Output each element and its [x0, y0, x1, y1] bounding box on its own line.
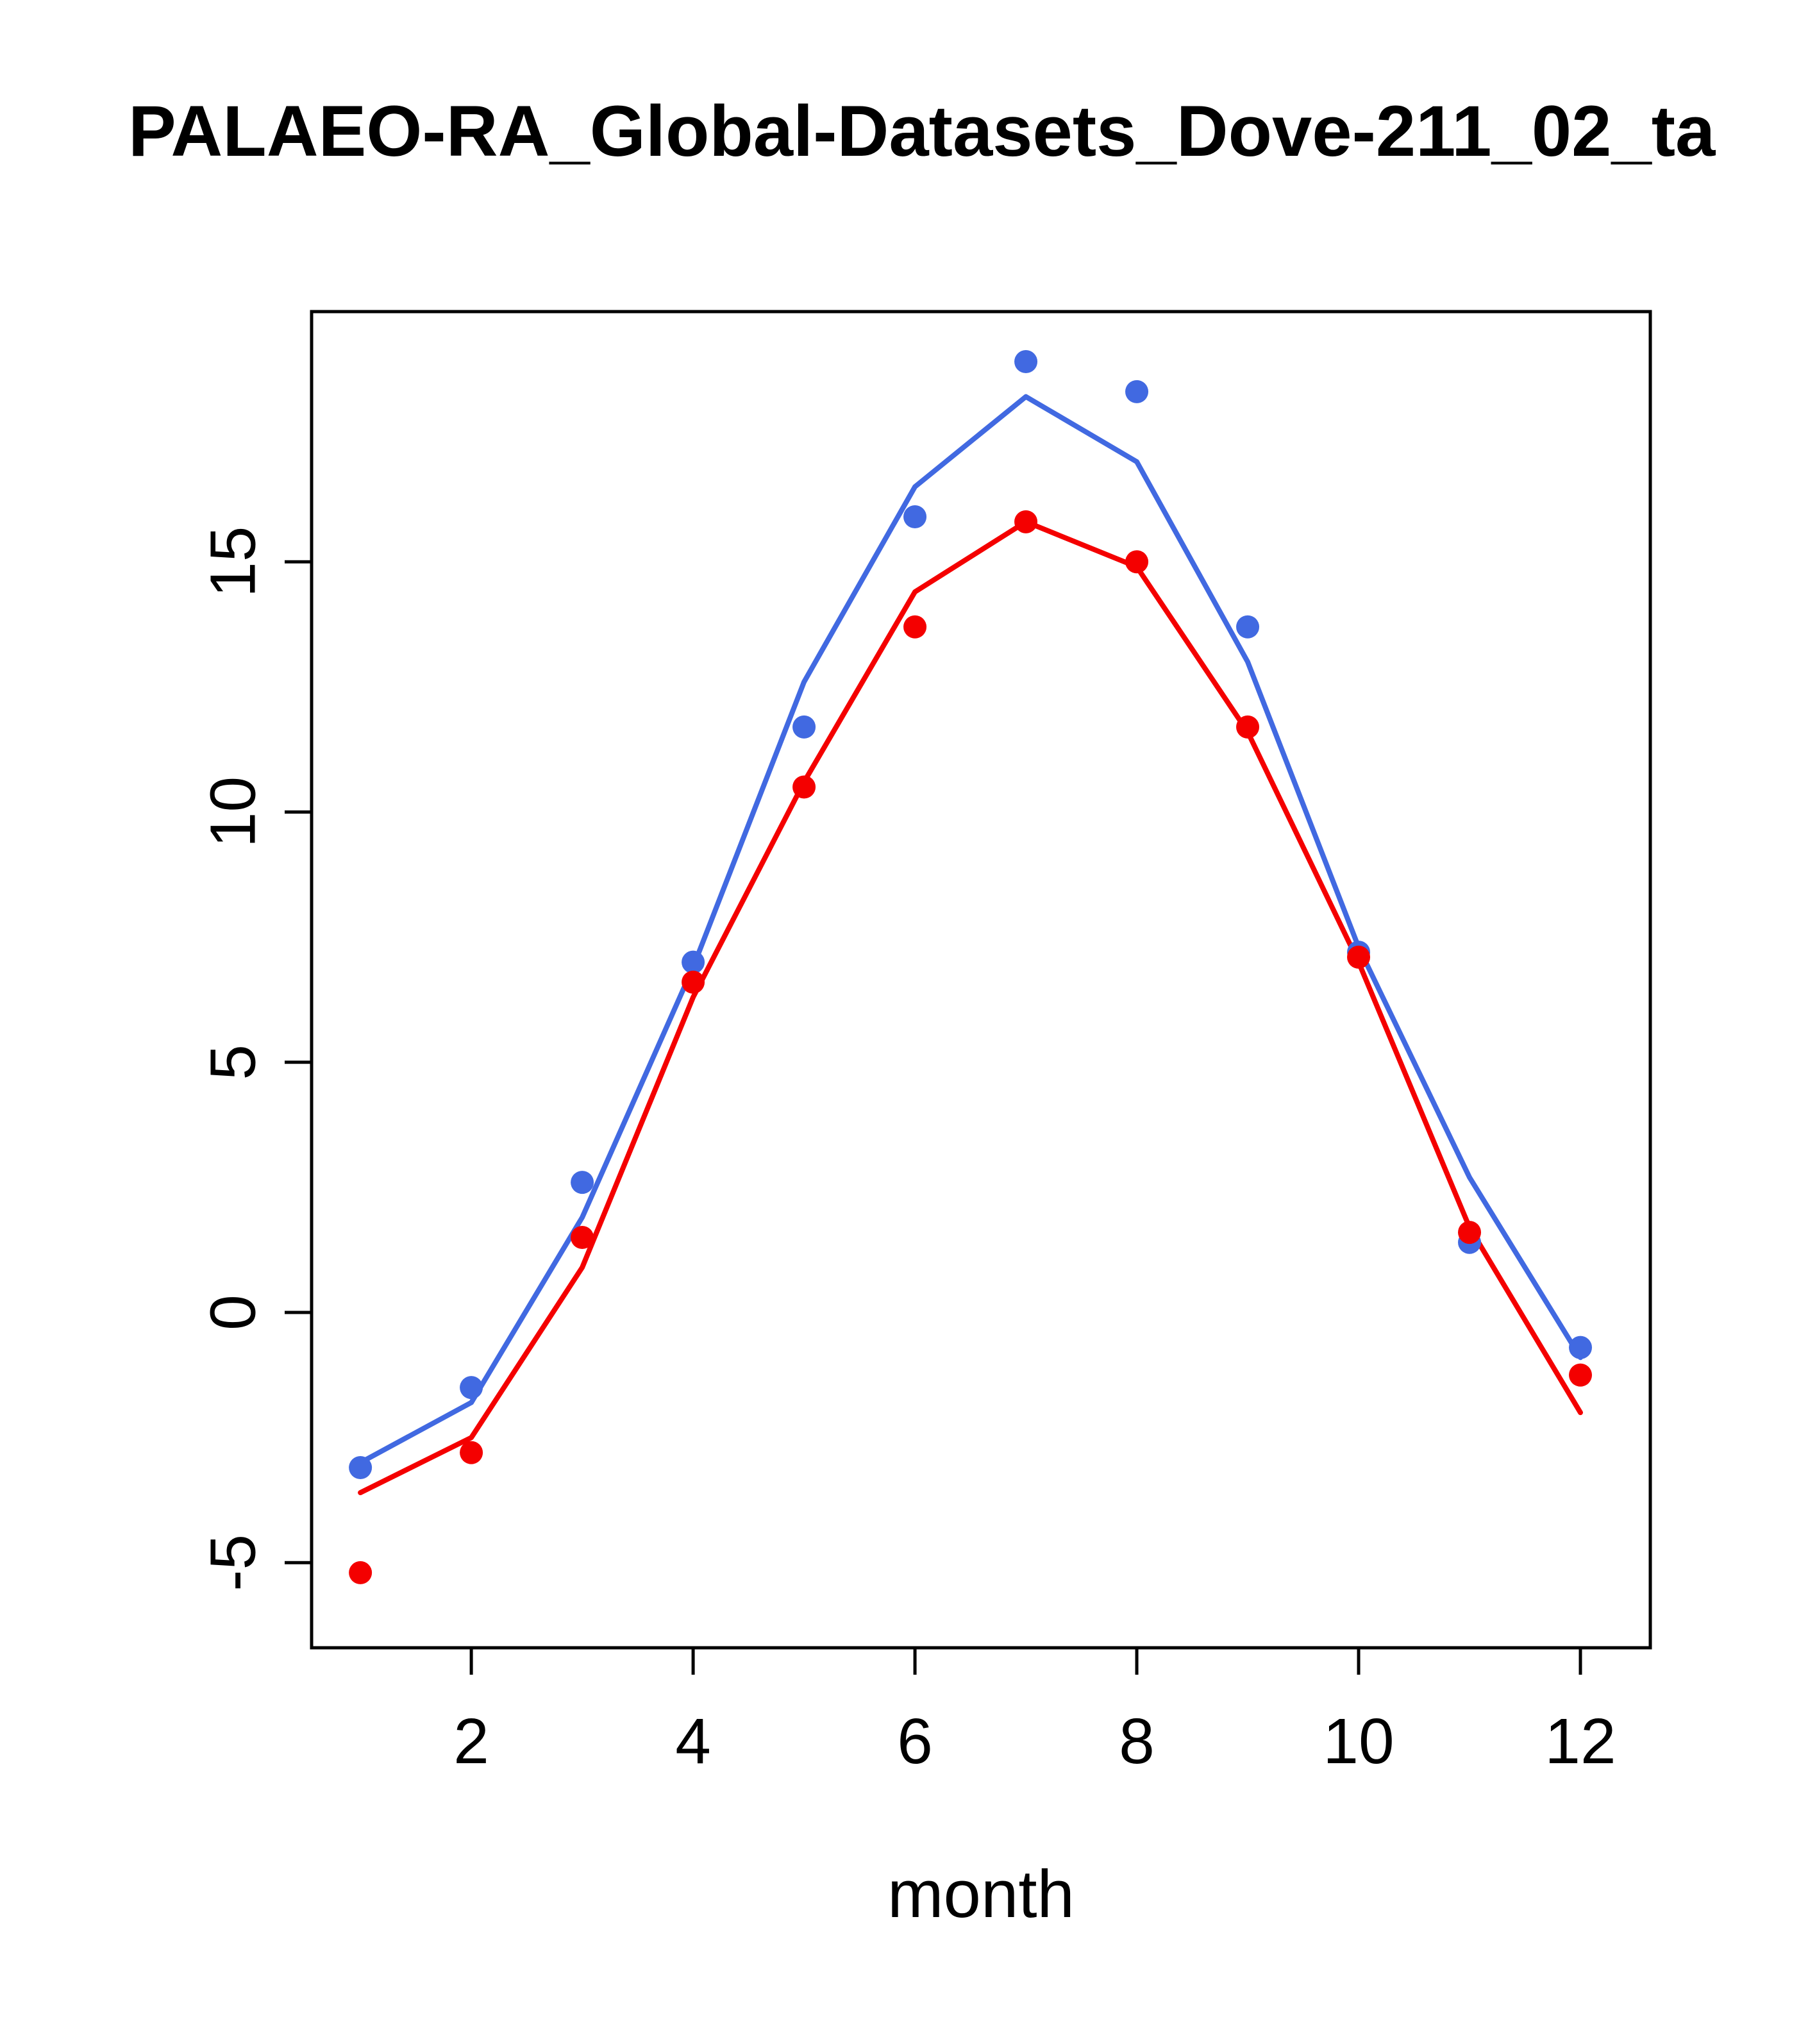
y-axis-tick-label: 0	[197, 1294, 269, 1330]
data-point-red-points	[1458, 1221, 1482, 1244]
data-point-blue-points	[349, 1456, 373, 1480]
data-point-blue-points	[1014, 350, 1038, 374]
data-point-red-points	[792, 775, 816, 799]
data-point-blue-points	[792, 715, 816, 739]
data-point-red-points	[1569, 1363, 1593, 1387]
data-point-red-points	[349, 1561, 373, 1584]
data-point-blue-points	[903, 505, 927, 529]
data-point-red-points	[682, 970, 705, 994]
x-axis-tick-label: 12	[1545, 1705, 1616, 1777]
chart-title: PALAEO-RA_Global-Datasets_Dove-211_02_ta	[128, 91, 1716, 171]
series-line-red-line	[358, 519, 1584, 1496]
data-point-red-points	[1347, 945, 1371, 969]
data-point-blue-points	[1125, 380, 1149, 403]
y-axis-tick-label: 10	[197, 776, 269, 848]
data-point-blue-points	[1569, 1336, 1593, 1359]
y-axis-tick-label: 15	[197, 526, 269, 598]
y-axis-tick-label: 5	[197, 1044, 269, 1080]
x-axis-tick-label: 2	[453, 1705, 489, 1777]
data-point-red-points	[903, 615, 927, 639]
data-point-red-points	[1014, 510, 1038, 533]
data-point-blue-points	[682, 950, 705, 974]
x-axis-tick-label: 10	[1323, 1705, 1394, 1777]
data-point-blue-points	[460, 1376, 483, 1400]
data-point-red-points	[1236, 715, 1260, 739]
y-axis-tick-label: -5	[197, 1534, 269, 1591]
x-axis-title: month	[887, 1857, 1075, 1932]
data-point-red-points	[571, 1225, 594, 1249]
data-point-blue-points	[1236, 615, 1260, 639]
x-axis-tick-label: 8	[1119, 1705, 1155, 1777]
series-line-blue-line	[358, 394, 1584, 1466]
plot-box	[310, 310, 1652, 1650]
data-point-blue-points	[571, 1171, 594, 1194]
data-point-red-points	[460, 1441, 483, 1464]
data-point-red-points	[1125, 550, 1149, 574]
x-axis-tick-label: 4	[675, 1705, 711, 1777]
x-axis-tick-label: 6	[897, 1705, 933, 1777]
